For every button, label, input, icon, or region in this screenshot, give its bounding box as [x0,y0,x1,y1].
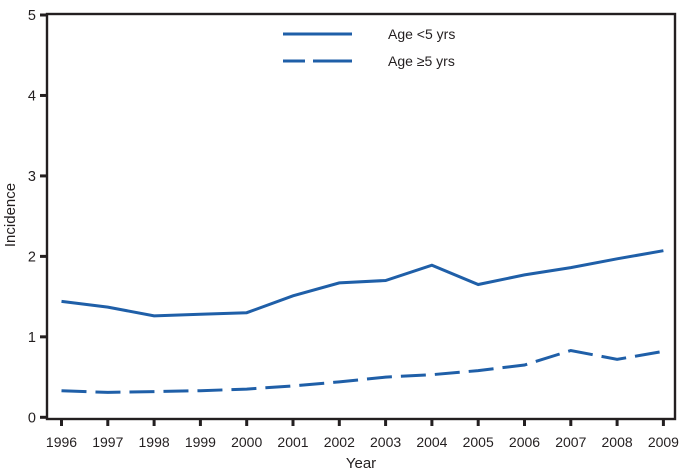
x-tick-label: 1997 [92,434,123,450]
series-line-age-5-and-over [61,348,664,394]
x-tick-label: 2008 [602,434,633,450]
x-axis-title: Year [345,455,377,472]
x-tick-label: 2006 [509,434,540,450]
x-tick-label: 2000 [231,434,262,450]
x-tick-label: 1998 [139,434,170,450]
x-tick-label: 1996 [46,434,77,450]
x-tick-label: 2001 [277,434,308,450]
legend-item-age-under-5: Age <5 yrs [283,20,455,47]
x-tick-label: 2002 [324,434,355,450]
solid-line-swatch [283,32,352,35]
x-tick-label: 2009 [648,434,679,450]
y-tick-label: 5 [28,8,36,24]
y-tick-label: 3 [28,169,36,185]
legend-label-age-under-5: Age <5 yrs [388,25,456,42]
y-tick-label: 1 [28,330,36,346]
x-tick-label: 2005 [463,434,494,450]
legend: Age <5 yrs Age ≥5 yrs [283,20,455,74]
series-line-age-under-5 [61,249,664,318]
legend-label-age-5-and-over: Age ≥5 yrs [388,52,455,69]
y-tick-label: 0 [28,410,36,426]
y-axis-title: Incidence [2,182,19,248]
x-tick-label: 1999 [185,434,216,450]
dashed-line-swatch [283,59,352,62]
x-tick-label: 2003 [370,434,401,450]
legend-item-age-5-and-over: Age ≥5 yrs [283,47,455,74]
y-tick-label: 4 [28,88,36,104]
plot-frame [45,12,677,421]
y-tick-label: 2 [28,249,36,265]
x-tick-label: 2007 [555,434,586,450]
x-tick-label: 2004 [416,434,447,450]
